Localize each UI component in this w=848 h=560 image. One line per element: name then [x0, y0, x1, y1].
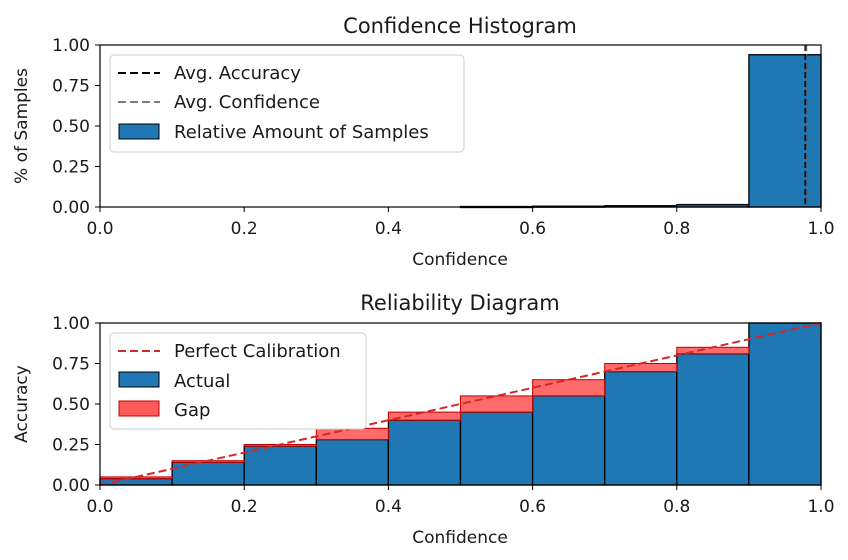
hist-x-label: Confidence [412, 250, 508, 270]
rel-x-tick-label: 0.0 [86, 497, 113, 517]
rel-x-label: Confidence [412, 528, 508, 548]
rel-y-tick-label: 0.50 [52, 395, 90, 415]
confidence-histogram: Confidence Histogram 0.0 0.2 0.4 0.6 0.8 1.0 … [12, 14, 835, 270]
hist-x-tick-label: 0.4 [375, 219, 402, 239]
legend-gap-label: Gap [174, 400, 210, 421]
perfect-calibration-line [99, 322, 822, 486]
hist-x-ticks: 0.0 0.2 0.4 0.6 0.8 1.0 [86, 207, 835, 239]
hist-y-tick-label: 1.00 [52, 36, 90, 56]
legend-relative-amount-swatch [118, 123, 160, 140]
actual-bar [387, 419, 462, 486]
hist-x-tick-label: 0.2 [231, 219, 258, 239]
hist-x-tick-label: 0.6 [519, 219, 546, 239]
actual-bar [315, 438, 390, 486]
legend-actual-label: Actual [174, 371, 230, 392]
hist-x-tick-label: 0.0 [86, 219, 113, 239]
gap-bar [387, 411, 461, 421]
rel-y-ticks: 0.00 0.25 0.50 0.75 1.00 [52, 314, 100, 496]
legend-avg-accuracy-label: Avg. Accuracy [174, 63, 301, 84]
hist-bars [459, 54, 822, 209]
hist-legend-box [109, 54, 465, 153]
hist-x-tick-label: 1.0 [807, 219, 834, 239]
rel-title: Reliability Diagram [360, 291, 559, 315]
hist-x-tick-label: 0.8 [663, 219, 690, 239]
legend-perfect-calibration-label: Perfect Calibration [174, 341, 341, 362]
hist-y-ticks: 0.00 0.25 0.50 0.75 1.00 [52, 36, 100, 218]
gap-bar [460, 395, 534, 413]
rel-x-ticks: 0.0 0.2 0.4 0.6 0.8 1.0 [86, 485, 835, 517]
gap-bar [532, 379, 606, 397]
legend-actual-swatch [118, 371, 160, 388]
rel-x-tick-label: 0.2 [231, 497, 258, 517]
rel-x-tick-label: 0.8 [663, 497, 690, 517]
rel-legend: Perfect Calibration Actual Gap [109, 332, 367, 430]
actual-bar [604, 370, 678, 486]
rel-x-tick-label: 0.4 [375, 497, 402, 517]
gap-bar [604, 363, 678, 373]
rel-y-label: Accuracy [12, 365, 32, 443]
actual-bar [676, 353, 750, 486]
hist-title: Confidence Histogram [343, 14, 577, 38]
rel-x-tick-label: 1.0 [807, 497, 834, 517]
rel-y-tick-label: 0.00 [52, 476, 90, 496]
rel-y-tick-label: 0.75 [52, 355, 90, 375]
hist-lines [804, 45, 808, 207]
rel-y-tick-label: 1.00 [52, 314, 90, 334]
hist-y-tick-label: 0.50 [52, 117, 90, 137]
legend-relative-amount-label: Relative Amount of Samples [174, 122, 429, 143]
rel-lines [99, 322, 822, 486]
legend-avg-confidence-label: Avg. Confidence [174, 92, 320, 113]
rel-legend-box [109, 332, 367, 430]
legend-gap-swatch [118, 400, 160, 417]
actual-bar [531, 395, 606, 486]
actual-bar [243, 445, 317, 486]
rel-x-tick-label: 0.6 [519, 497, 546, 517]
actual-bar [99, 477, 173, 486]
rel-y-tick-label: 0.25 [52, 436, 90, 456]
rel-bars [99, 322, 822, 486]
reliability-diagram: Reliability Diagram 0.0 0.2 0.4 0.6 0.8 1.0 0… [12, 291, 835, 548]
hist-legend: Avg. Accuracy Avg. Confidence Relative A… [109, 54, 465, 153]
hist-y-label: % of Samples [12, 68, 32, 184]
hist-y-tick-label: 0.75 [52, 77, 90, 97]
hist-bar [748, 54, 822, 208]
actual-bar [459, 411, 534, 486]
actual-bar [748, 322, 822, 486]
hist-y-tick-label: 0.00 [52, 198, 90, 218]
hist-y-tick-label: 0.25 [52, 158, 90, 178]
